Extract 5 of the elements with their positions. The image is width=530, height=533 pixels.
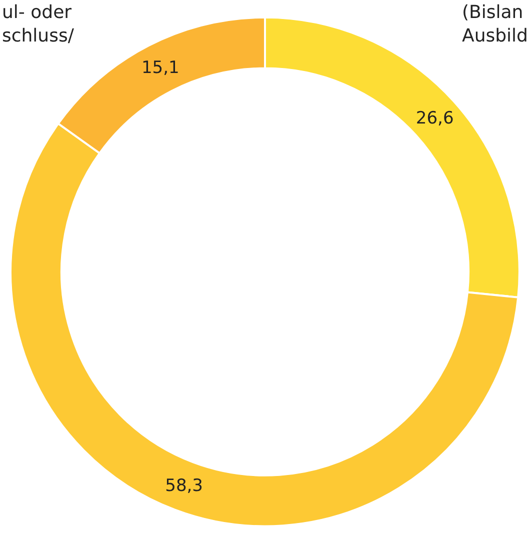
slice-label: ul- oder schluss/ <box>2 2 75 46</box>
data-label: 15,1 <box>141 58 180 78</box>
data-label: 58,3 <box>165 476 203 496</box>
data-label: 26,6 <box>416 108 454 128</box>
slice-label: (Bislan Ausbild <box>462 2 528 46</box>
